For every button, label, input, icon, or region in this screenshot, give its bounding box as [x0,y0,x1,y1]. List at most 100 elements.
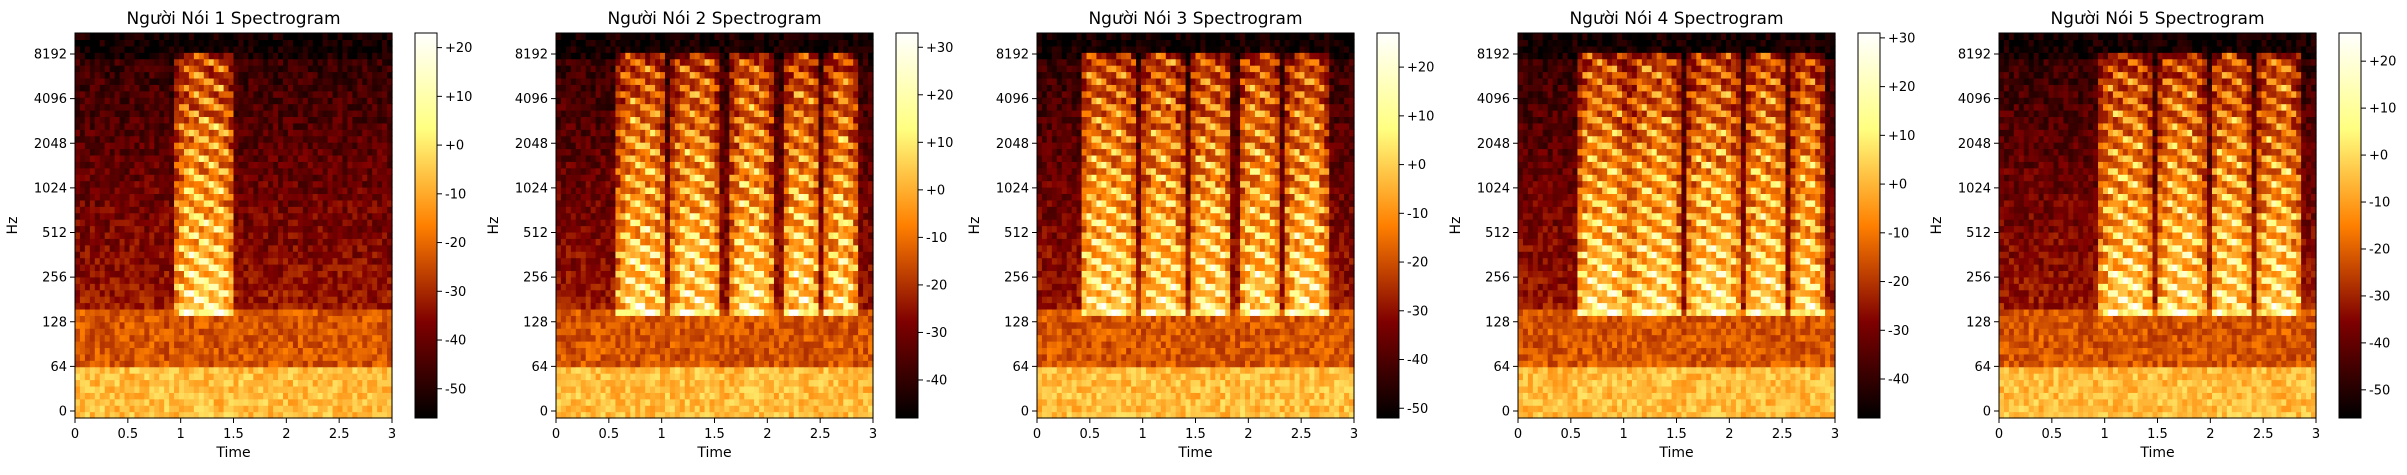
heatmap-cell [120,219,126,226]
heatmap-cell [576,309,582,316]
heatmap-cell [382,277,388,284]
heatmap-cell [75,97,81,104]
heatmap-cell [144,193,150,200]
heatmap-cell [125,392,131,399]
heatmap-cell [95,322,101,329]
heatmap-cell [243,322,249,329]
heatmap-cell [298,386,304,393]
heatmap-cell [159,206,165,213]
heatmap-cell [377,46,383,53]
heatmap-cell [243,136,249,143]
heatmap-cell [238,380,244,387]
heatmap-cell [139,341,145,348]
heatmap-cell [308,104,314,111]
heatmap-cell [248,129,254,136]
heatmap-cell [238,290,244,297]
heatmap-cell [323,354,329,361]
heatmap-cell [115,161,121,168]
heatmap-cell [95,78,101,85]
heatmap-cell [174,380,180,387]
heatmap-cell [278,123,284,130]
heatmap-cell [199,303,205,310]
heatmap-cell [278,335,284,342]
heatmap-cell [129,72,135,79]
heatmap-cell [189,110,195,117]
heatmap-cell [313,213,319,220]
heatmap-cell [199,283,205,290]
heatmap-cell [199,360,205,367]
heatmap-cell [377,161,383,168]
heatmap-cell [278,155,284,162]
heatmap-cell [630,84,636,91]
heatmap-cell [110,78,116,85]
heatmap-cell [159,399,165,406]
heatmap-cell [154,91,160,98]
heatmap-cell [129,354,135,361]
heatmap-cell [278,97,284,104]
heatmap-cell [566,155,572,162]
heatmap-cell [382,136,388,143]
heatmap-cell [184,335,190,342]
heatmap-cell [576,290,582,297]
heatmap-cell [318,258,324,265]
heatmap-cell [174,277,180,284]
heatmap-cell [154,367,160,374]
heatmap-cell [273,386,279,393]
heatmap-cell [357,213,363,220]
heatmap-cell [149,328,155,335]
heatmap-cell [263,136,269,143]
heatmap-cell [258,91,264,98]
heatmap-cell [273,290,279,297]
heatmap-cell [576,226,582,233]
heatmap-cell [571,290,577,297]
heatmap-cell [372,52,378,59]
heatmap-cell [318,315,324,322]
heatmap-cell [328,245,334,252]
heatmap-cell [174,322,180,329]
heatmap-cell [149,91,155,98]
heatmap-cell [576,200,582,207]
heatmap-cell [323,341,329,348]
heatmap-cell [253,309,259,316]
heatmap-cell [139,303,145,310]
heatmap-cell [243,303,249,310]
heatmap-cell [238,238,244,245]
heatmap-cell [115,354,121,361]
heatmap-cell [224,181,230,188]
heatmap-cell [268,399,274,406]
heatmap-cell [288,52,294,59]
heatmap-cell [105,277,111,284]
heatmap-cell [283,104,289,111]
heatmap-cell [268,354,274,361]
heatmap-cell [253,335,259,342]
heatmap-cell [224,142,230,149]
heatmap-cell [357,232,363,239]
heatmap-cell [298,392,304,399]
heatmap-cell [367,251,373,258]
heatmap-cell [318,373,324,380]
heatmap-cell [352,104,358,111]
heatmap-cell [134,283,140,290]
heatmap-cell [209,72,215,79]
heatmap-cell [581,360,587,367]
heatmap-cell [308,84,314,91]
heatmap-cell [298,123,304,130]
heatmap-cell [328,399,334,406]
heatmap-cell [204,78,210,85]
heatmap-cell [581,161,587,168]
heatmap-cell [635,142,641,149]
heatmap-cell [159,290,165,297]
heatmap-cell [283,181,289,188]
heatmap-cell [159,91,165,98]
heatmap-cell [303,258,309,265]
heatmap-cell [169,373,175,380]
heatmap-cell [640,155,646,162]
heatmap-cell [561,347,567,354]
heatmap-cell [139,219,145,226]
heatmap-cell [229,367,235,374]
heatmap-cell [576,72,582,79]
heatmap-cell [214,258,220,265]
heatmap-cell [308,264,314,271]
heatmap-cell [184,258,190,265]
heatmap-cell [338,380,344,387]
